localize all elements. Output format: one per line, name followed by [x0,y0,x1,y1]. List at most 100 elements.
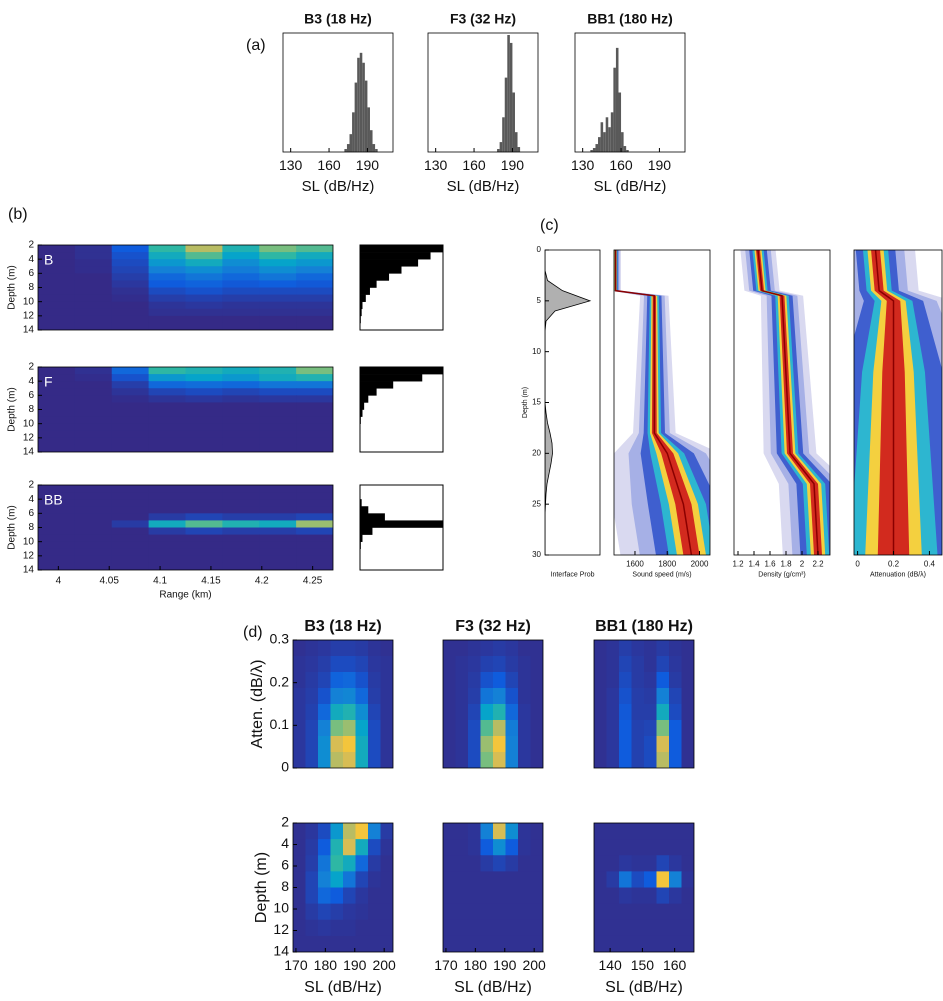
plot-frame [282,32,394,153]
x-axis-label: SL (dB/Hz) [447,178,520,195]
heatmap-cell [644,839,658,856]
heatmap-cell [330,935,344,952]
heatmap-cell [296,395,333,404]
heatmap-cell [455,935,469,952]
heatmap-cell [355,688,369,705]
plot-frame [593,822,695,953]
heatmap-cell [111,259,150,267]
plot: 130 160 190 BB1 (180 Hz) SL (dB/Hz) [571,11,686,195]
heatmap-cell [330,855,344,872]
heatmap-cell [148,527,187,536]
y-tick-label: 2 [28,362,34,373]
heatmap-cell [380,935,393,952]
bar [613,67,616,152]
y-tick-label: 12 [23,310,35,321]
heatmap-cell [222,499,260,507]
chart-title: B3 (18 Hz) [304,11,372,27]
heatmap-cell [185,555,223,564]
heatmap-cell [111,562,150,570]
plot: 0 0.2 0.4 Attenuation (dB/λ) [853,249,943,579]
heatmap-cell [111,527,150,536]
heatmap-cell [681,688,694,705]
bar [603,132,606,152]
heatmap-cell [296,423,333,432]
heatmap-cell [443,887,457,905]
heatmap-cell [368,640,382,657]
heatmap-cell [480,823,494,840]
heatmap-cell [343,839,357,856]
marginal-bar [360,280,377,288]
heatmap-cell [296,534,333,543]
heatmap-cell [74,527,113,536]
heatmap-cell [318,919,332,937]
heatmap-cell [368,704,382,721]
heatmap-cell [318,688,332,705]
bar [517,147,521,152]
y-tick-label: 10 [23,418,35,429]
plot-body [38,367,333,452]
heatmap-cell [296,381,333,389]
heatmap-cell [148,485,187,493]
heatmap-cell [111,409,150,418]
heatmap-cell [330,688,344,705]
plot-body [443,640,543,768]
heatmap-cell [330,887,344,905]
heatmap-cell [619,823,633,840]
heatmap-cell [293,672,307,689]
heatmap-cell [619,919,633,937]
heatmap-cell [330,736,344,753]
heatmap-cell [185,322,223,330]
heatmap-cell [606,752,620,768]
heatmap-cell [530,871,543,889]
heatmap-cell [148,315,187,324]
heatmap-cell [185,562,223,570]
heatmap-cell [222,374,260,382]
heatmap-cell [505,672,519,689]
y-tick-label: 0.1 [270,716,290,732]
y-tick-label: 4 [28,254,34,265]
heatmap-cell [631,887,645,905]
x-axis-label: SL (dB/Hz) [605,979,683,996]
heatmap-cell [293,704,307,721]
heatmap-cell [343,903,357,921]
heatmap-cell [669,919,683,937]
heatmap-cell [296,541,333,550]
plot: BB 4 4.05 4.1 4.15 4.2 4.25 2 4 6 8 10 12 14 Range (km… [7,480,444,601]
y-tick-label: 6 [28,508,34,519]
heatmap-cell [631,903,645,921]
heatmap-cell [259,381,297,389]
heatmap-cell [343,688,357,705]
plot: 130 160 190 F3 (32 Hz) SL (dB/Hz) [424,11,539,195]
heatmap-cell [443,839,457,856]
bar [359,52,363,152]
heatmap-cell [296,444,333,452]
heatmap-cell [296,416,333,425]
heatmap-cell [259,548,297,557]
heatmap-cell [296,388,333,396]
heatmap-cell [259,301,297,310]
heatmap-cell [505,736,519,753]
bar [349,134,353,152]
heatmap-cell [644,656,658,673]
heatmap-cell [631,752,645,768]
heatmap-cell [74,308,113,317]
plot-body [614,250,710,555]
heatmap-cell [318,887,332,905]
bar [618,92,622,152]
density-band [756,250,822,555]
heatmap-cell [644,640,658,657]
x-tick-label: 1800 [658,560,676,569]
heatmap-cell [296,273,333,282]
heatmap-cell [185,388,223,396]
heatmap-cell [185,266,223,274]
heatmap-cell [330,871,344,889]
heatmap-cell [505,903,519,921]
bar [346,144,350,152]
marginal-bar [360,315,361,324]
x-tick-label: 1.4 [748,560,760,569]
heatmap-cell [185,506,223,514]
y-tick-label: 5 [537,296,542,305]
x-tick-label: 130 [571,157,595,173]
heatmap-cell [606,704,620,721]
y-tick-label: 6 [28,268,34,279]
